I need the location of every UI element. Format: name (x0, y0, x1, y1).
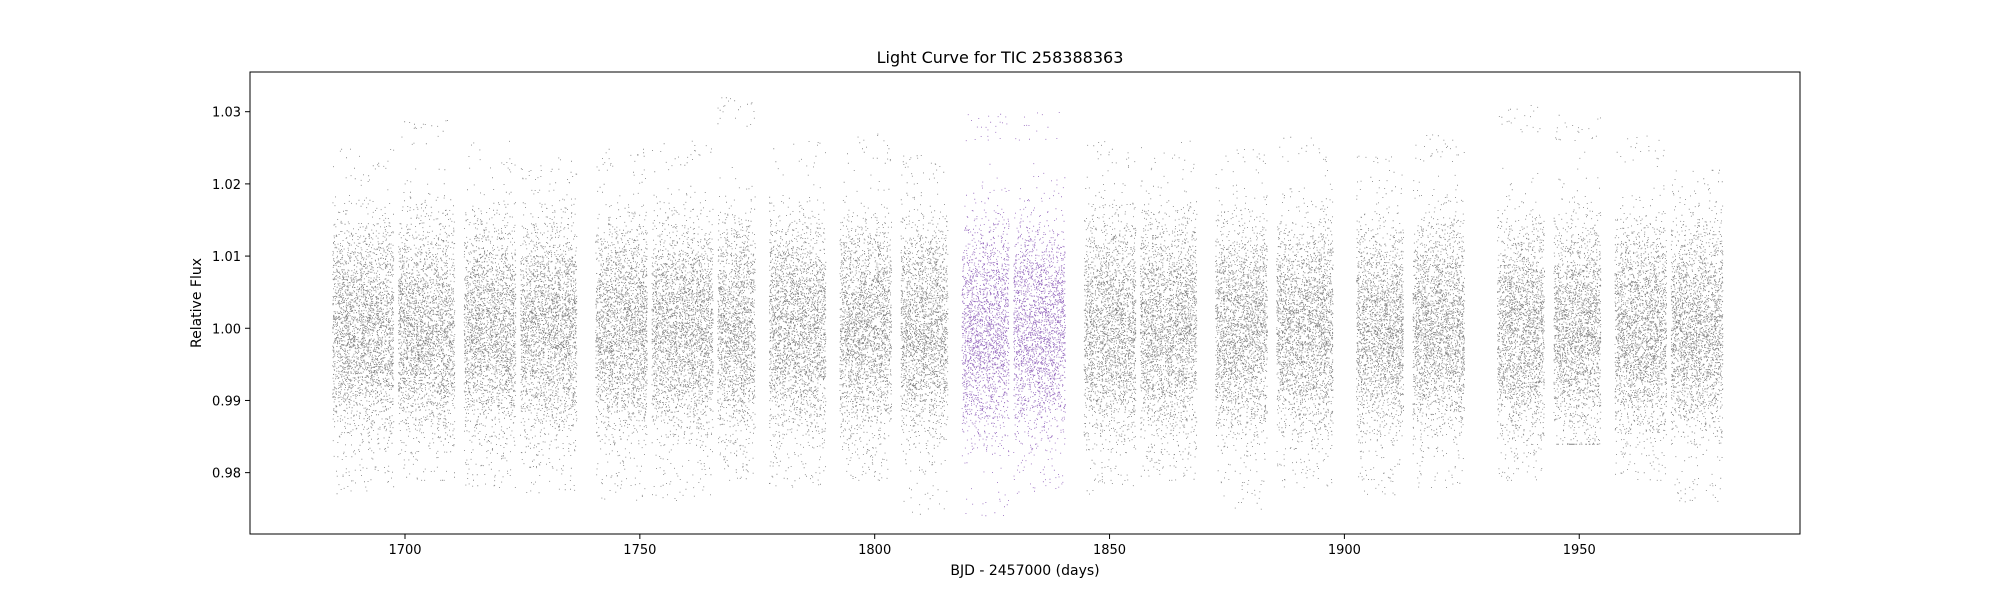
x-tick-label: 1850 (1093, 543, 1126, 558)
y-axis-label: Relative Flux (189, 258, 205, 348)
plot-frame (249, 71, 1801, 535)
x-axis-label: BJD - 2457000 (days) (950, 563, 1099, 579)
chart-title: Light Curve for TIC 258388363 (877, 48, 1124, 67)
x-tick-label: 1750 (623, 543, 656, 558)
scatter-points (332, 97, 1724, 517)
y-tick-label: 0.99 (212, 394, 241, 409)
y-axis-ticks: 0.98 0.99 1.00 1.01 1.02 1.03 (212, 106, 250, 482)
y-tick-label: 0.98 (212, 467, 241, 482)
y-tick-label: 1.00 (212, 322, 241, 337)
x-tick-label: 1950 (1563, 543, 1596, 558)
x-axis-ticks: 1700 1750 1800 1850 1900 1950 (388, 534, 1596, 558)
y-tick-label: 1.02 (212, 178, 241, 193)
series-1-points (961, 112, 1066, 517)
x-tick-label: 1800 (858, 543, 891, 558)
x-tick-label: 1900 (1328, 543, 1361, 558)
series-1-marks (961, 112, 1066, 517)
x-tick-label: 1700 (388, 543, 421, 558)
y-tick-label: 1.03 (212, 106, 241, 121)
y-tick-label: 1.01 (212, 250, 241, 265)
